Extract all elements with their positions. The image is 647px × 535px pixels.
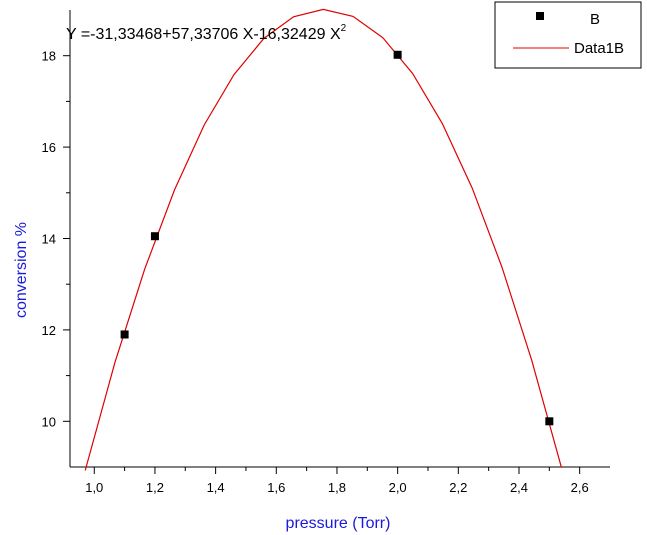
legend-label-data1b: Data1B bbox=[574, 40, 624, 57]
x-ticks: 1,0 1,2 1,4 1,6 1,8 2,0 2,2 2,4 2,6 bbox=[85, 467, 589, 495]
x-tick-label: 1,8 bbox=[328, 480, 346, 495]
legend-label-b: B bbox=[590, 11, 600, 28]
y-tick-label: 16 bbox=[42, 140, 56, 155]
data-point-b bbox=[150, 232, 159, 241]
x-axis-title: pressure (Torr) bbox=[286, 515, 391, 532]
x-tick-label: 1,6 bbox=[267, 480, 285, 495]
plot-area bbox=[84, 8, 563, 471]
legend-box bbox=[494, 1, 642, 69]
x-tick-label: 1,0 bbox=[85, 480, 103, 495]
legend-marker-b bbox=[536, 12, 544, 20]
y-ticks: 10 12 14 16 18 bbox=[42, 49, 70, 429]
fit-equation-main: Y =-31,33468+57,33706 X-16,32429 X bbox=[66, 26, 341, 43]
data-point-b bbox=[545, 417, 554, 426]
x-tick-label: 2,0 bbox=[389, 480, 407, 495]
legend: B Data1B bbox=[494, 1, 642, 69]
x-tick-label: 1,4 bbox=[207, 480, 225, 495]
y-tick-label: 14 bbox=[42, 232, 56, 247]
y-tick-label: 12 bbox=[42, 323, 56, 338]
x-tick-label: 2,4 bbox=[510, 480, 528, 495]
x-tick-label: 1,2 bbox=[146, 480, 164, 495]
fit-equation-superscript: 2 bbox=[341, 23, 347, 34]
x-tick-label: 2,2 bbox=[449, 480, 467, 495]
data-point-b bbox=[393, 50, 402, 59]
y-axis-title: conversion % bbox=[13, 222, 30, 318]
y-tick-label: 18 bbox=[42, 49, 56, 64]
x-tick-label: 2,6 bbox=[571, 480, 589, 495]
fit-equation: Y =-31,33468+57,33706 X-16,32429 X2 bbox=[66, 23, 347, 43]
y-tick-label: 10 bbox=[42, 414, 56, 429]
series-line-data1b bbox=[84, 8, 563, 471]
data-point-b bbox=[120, 330, 129, 339]
